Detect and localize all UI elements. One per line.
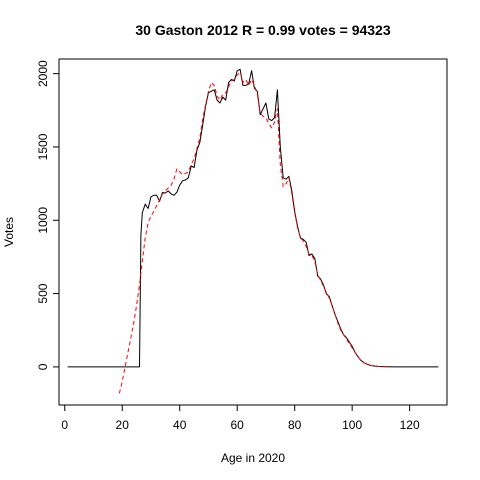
y-tick-label: 500	[36, 283, 50, 303]
series-layer	[67, 68, 439, 394]
x-tick-label: 40	[173, 418, 187, 432]
y-tick-label: 1000	[36, 207, 50, 234]
x-axis: 0 20 40 60 80 100 120	[61, 404, 420, 432]
x-tick-label: 120	[400, 418, 420, 432]
x-tick-label: 20	[116, 418, 130, 432]
y-axis: 0 500 1000 1500 2000	[36, 60, 60, 370]
chart-title: 30 Gaston 2012 R = 0.99 votes = 94323	[135, 22, 390, 38]
y-tick-label: 2000	[36, 60, 50, 87]
series-line-2	[118, 71, 387, 394]
y-tick-label: 0	[36, 363, 50, 370]
x-tick-label: 60	[231, 418, 245, 432]
y-tick-label: 1500	[36, 133, 50, 160]
y-axis-label: Votes	[2, 217, 16, 247]
x-axis-label: Age in 2020	[221, 451, 285, 465]
plot-frame	[58, 58, 448, 406]
series-line-1	[67, 68, 439, 368]
x-tick-label: 100	[342, 418, 362, 432]
x-tick-label: 80	[288, 418, 302, 432]
x-tick-label: 0	[61, 418, 68, 432]
